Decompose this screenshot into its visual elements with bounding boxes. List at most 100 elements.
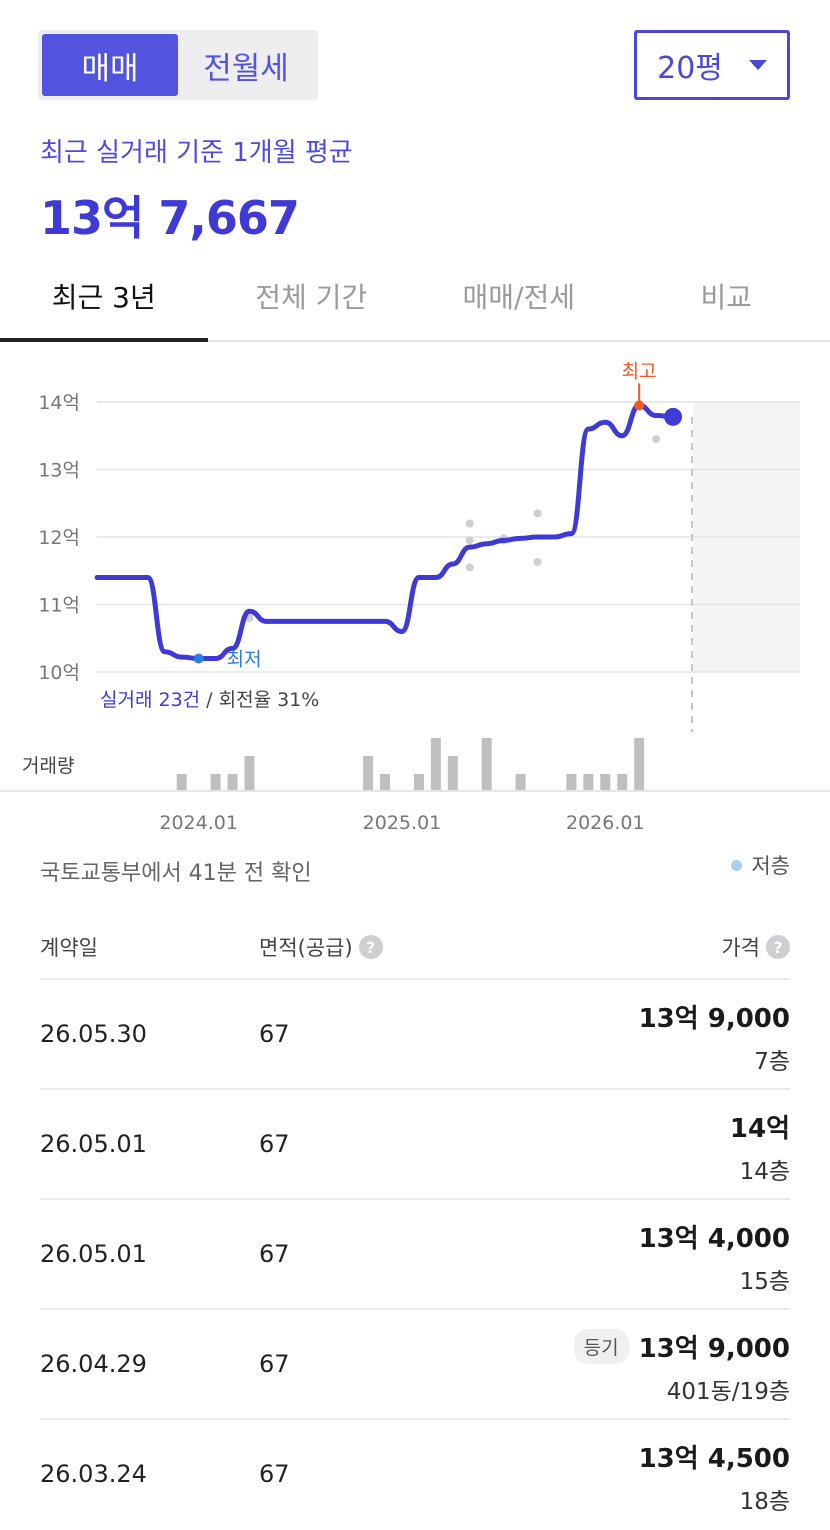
volume-bar — [430, 738, 441, 792]
average-price-label: 최근 실거래 기준 1개월 평균 — [40, 138, 353, 168]
high-point — [634, 400, 645, 411]
volume-bar — [481, 738, 492, 792]
row-price-wrap: 13억 4,000 — [639, 1218, 790, 1255]
row-floor: 14층 — [739, 1159, 790, 1185]
low-floor-dot-icon — [731, 859, 743, 871]
x-tick-label: 2024.01 — [159, 812, 238, 834]
row-price-wrap: 14억 — [730, 1108, 790, 1145]
row-floor: 18층 — [739, 1489, 790, 1515]
header-price-label: 가격 — [721, 936, 760, 960]
latest-price-point — [664, 407, 683, 426]
row-date: 26.04.29 — [40, 1350, 147, 1378]
volume-bar — [210, 774, 221, 792]
size-dropdown-value: 20평 — [657, 51, 723, 86]
y-tick-label: 10억 — [38, 662, 80, 684]
volume-bar — [515, 774, 526, 792]
sale-toggle-button[interactable]: 매매 — [42, 34, 178, 96]
x-tick-label: 2026.01 — [566, 812, 645, 834]
row-price: 13억 4,000 — [638, 1224, 790, 1254]
transaction-point — [533, 509, 542, 518]
tab-label: 매매/전세 — [462, 281, 575, 314]
average-price-value: 13억 7,667 — [40, 191, 300, 245]
row-date: 26.05.30 — [40, 1020, 147, 1048]
deal-type-toggle: 매매 전월세 — [38, 30, 318, 100]
help-icon[interactable]: ? — [766, 935, 790, 959]
row-price-wrap: 13억 4,500 — [639, 1438, 790, 1475]
size-dropdown[interactable]: 20평 — [634, 30, 790, 100]
transaction-point — [465, 519, 474, 528]
row-area: 67 — [259, 1460, 290, 1488]
volume-bar — [634, 738, 645, 792]
volume-label: 거래량 — [22, 755, 74, 777]
header-area: 면적(공급) ? — [259, 932, 383, 962]
tab-label: 최근 3년 — [51, 281, 156, 314]
tab-all-period[interactable]: 전체 기간 — [208, 260, 416, 340]
y-tick-label: 14억 — [38, 392, 80, 414]
row-price: 13억 9,000 — [638, 1004, 790, 1034]
transaction-point — [533, 557, 542, 566]
volume-bar — [600, 774, 611, 792]
stats-count: 실거래 23건 — [100, 689, 200, 711]
registered-badge: 등기 — [573, 1329, 629, 1364]
table-row[interactable]: 26.05.01 67 13억 4,000 15층 — [40, 1200, 790, 1310]
table-header: 계약일 면적(공급) ? 가격 ? — [40, 912, 790, 980]
source-note: 국토교통부에서 41분 전 확인 — [40, 861, 312, 886]
high-label: 최고 — [622, 360, 657, 382]
row-area: 67 — [259, 1240, 290, 1268]
table-row[interactable]: 26.03.24 67 13억 4,500 18층 — [40, 1420, 790, 1530]
rent-toggle-button[interactable]: 전월세 — [203, 50, 289, 87]
row-floor: 7층 — [754, 1049, 790, 1075]
transaction-point — [465, 536, 474, 545]
low-point — [193, 653, 204, 664]
row-price-wrap: 등기 13억 9,000 — [573, 1328, 790, 1365]
legend-label: 저층 — [751, 854, 790, 878]
header-date: 계약일 — [40, 936, 98, 960]
row-date: 26.03.24 — [40, 1460, 147, 1488]
header-price: 가격 ? — [721, 932, 790, 962]
chevron-down-icon — [748, 60, 767, 70]
transaction-stats: 실거래 23건 / 회전율 31% — [100, 689, 319, 711]
table-row[interactable]: 26.04.29 67 등기 13억 9,000 401동/19층 — [40, 1310, 790, 1420]
volume-bar — [413, 774, 424, 792]
volume-bar — [176, 774, 187, 792]
y-tick-label: 12억 — [38, 527, 80, 549]
volume-bar — [244, 756, 255, 792]
volume-bar — [227, 774, 238, 792]
row-price: 13억 9,000 — [638, 1334, 790, 1364]
x-tick-label: 2025.01 — [363, 812, 442, 834]
row-area: 67 — [259, 1350, 290, 1378]
row-date: 26.05.01 — [40, 1130, 147, 1158]
volume-bar — [583, 774, 594, 792]
table-row[interactable]: 26.05.30 67 13억 9,000 7층 — [40, 980, 790, 1090]
low-label: 최저 — [227, 649, 262, 671]
tab-sale-jeonse[interactable]: 매매/전세 — [415, 260, 623, 340]
row-price: 14억 — [729, 1114, 790, 1144]
volume-bar — [566, 774, 577, 792]
volume-bar — [617, 774, 628, 792]
tab-recent-3y[interactable]: 최근 3년 — [0, 260, 208, 342]
row-floor: 15층 — [739, 1269, 790, 1295]
row-area: 67 — [259, 1020, 290, 1048]
header-area-label: 면적(공급) — [259, 936, 353, 960]
period-tabs: 최근 3년 전체 기간 매매/전세 비교 — [0, 260, 830, 342]
price-line — [94, 402, 676, 661]
y-tick-label: 11억 — [38, 595, 80, 617]
transaction-point — [465, 563, 474, 572]
row-price-wrap: 13억 9,000 — [639, 998, 790, 1035]
transaction-table: 26.05.30 67 13억 9,000 7층 26.05.01 67 14억… — [40, 980, 790, 1530]
row-area: 67 — [259, 1130, 290, 1158]
help-icon[interactable]: ? — [358, 935, 383, 959]
volume-bar — [363, 756, 374, 792]
transaction-point — [652, 435, 661, 444]
y-tick-label: 13억 — [38, 460, 80, 482]
row-price: 13억 4,500 — [638, 1444, 790, 1474]
tab-label: 비교 — [700, 281, 753, 314]
tab-compare[interactable]: 비교 — [623, 260, 830, 340]
chart-divider — [0, 790, 830, 792]
table-row[interactable]: 26.05.01 67 14억 14층 — [40, 1090, 790, 1200]
stats-turnover: / 회전율 31% — [200, 689, 319, 711]
volume-bar — [447, 756, 458, 792]
tab-label: 전체 기간 — [255, 281, 368, 314]
